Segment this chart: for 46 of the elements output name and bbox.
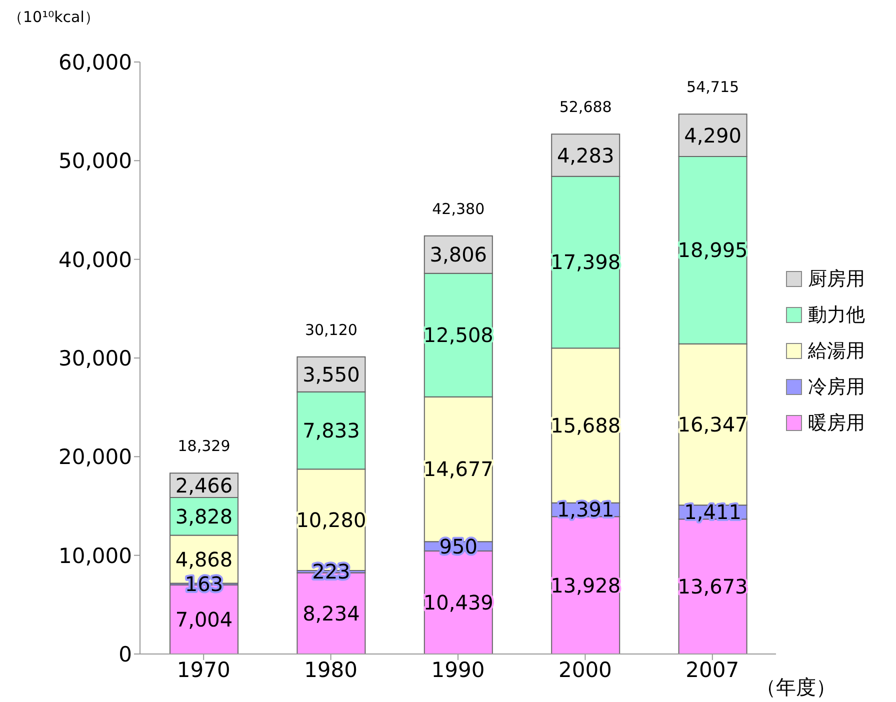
y-tick-label: 50,000 — [58, 149, 132, 174]
x-tick-label: 1980 — [304, 658, 358, 682]
data-label: 12,508 — [423, 323, 494, 348]
y-axis-title: （10¹⁰kcal） — [8, 8, 100, 27]
y-tick-label: 10,000 — [58, 544, 132, 568]
data-label: 16,347 — [678, 412, 748, 437]
total-label: 54,715 — [686, 78, 740, 96]
data-label: 3,806 — [430, 242, 488, 267]
y-tick-label: 60,000 — [58, 50, 132, 74]
data-label: 1,411 — [684, 500, 742, 524]
data-label: 10,439 — [423, 590, 494, 614]
data-label: 7,833 — [302, 418, 360, 442]
legend-label: 給湯用 — [808, 339, 865, 364]
y-tick-label: 0 — [118, 642, 132, 666]
data-label: 18,995 — [678, 238, 748, 262]
data-label: 3,550 — [302, 362, 360, 386]
total-label: 30,120 — [304, 320, 358, 339]
total-label: 52,688 — [559, 98, 612, 116]
total-label: 18,329 — [178, 437, 230, 456]
x-tick-label: 1990 — [431, 658, 485, 682]
data-label: 13,928 — [550, 573, 621, 598]
y-tick-label: 30,000 — [58, 346, 132, 370]
data-label: 17,398 — [550, 250, 621, 274]
x-tick-label: 2000 — [558, 658, 612, 682]
x-tick-label: 2007 — [686, 658, 740, 682]
data-label: 15,688 — [550, 413, 621, 438]
legend-label: 冷房用 — [808, 375, 865, 400]
data-label: 2,466 — [175, 473, 233, 498]
legend-label: 動力他 — [808, 303, 865, 328]
y-tick-label: 20,000 — [58, 445, 132, 470]
x-axis-title: （年度） — [756, 674, 836, 701]
y-tick-label: 40,000 — [58, 248, 132, 272]
data-label: 8,234 — [302, 601, 360, 626]
legend-label: 暖房用 — [808, 411, 865, 436]
data-label: 14,677 — [423, 457, 494, 482]
data-label: 1,391 — [556, 498, 614, 522]
data-label: 4,290 — [684, 123, 742, 148]
legend-label: 厨房用 — [808, 267, 865, 292]
data-label: 4,868 — [175, 547, 233, 572]
total-label: 42,380 — [432, 200, 485, 218]
data-label: 4,283 — [556, 143, 614, 168]
x-tick-label: 1970 — [176, 658, 230, 682]
data-label: 13,673 — [678, 574, 748, 599]
data-label: 7,004 — [175, 607, 233, 632]
data-label: 10,280 — [296, 508, 366, 532]
data-label: 3,828 — [175, 504, 233, 528]
